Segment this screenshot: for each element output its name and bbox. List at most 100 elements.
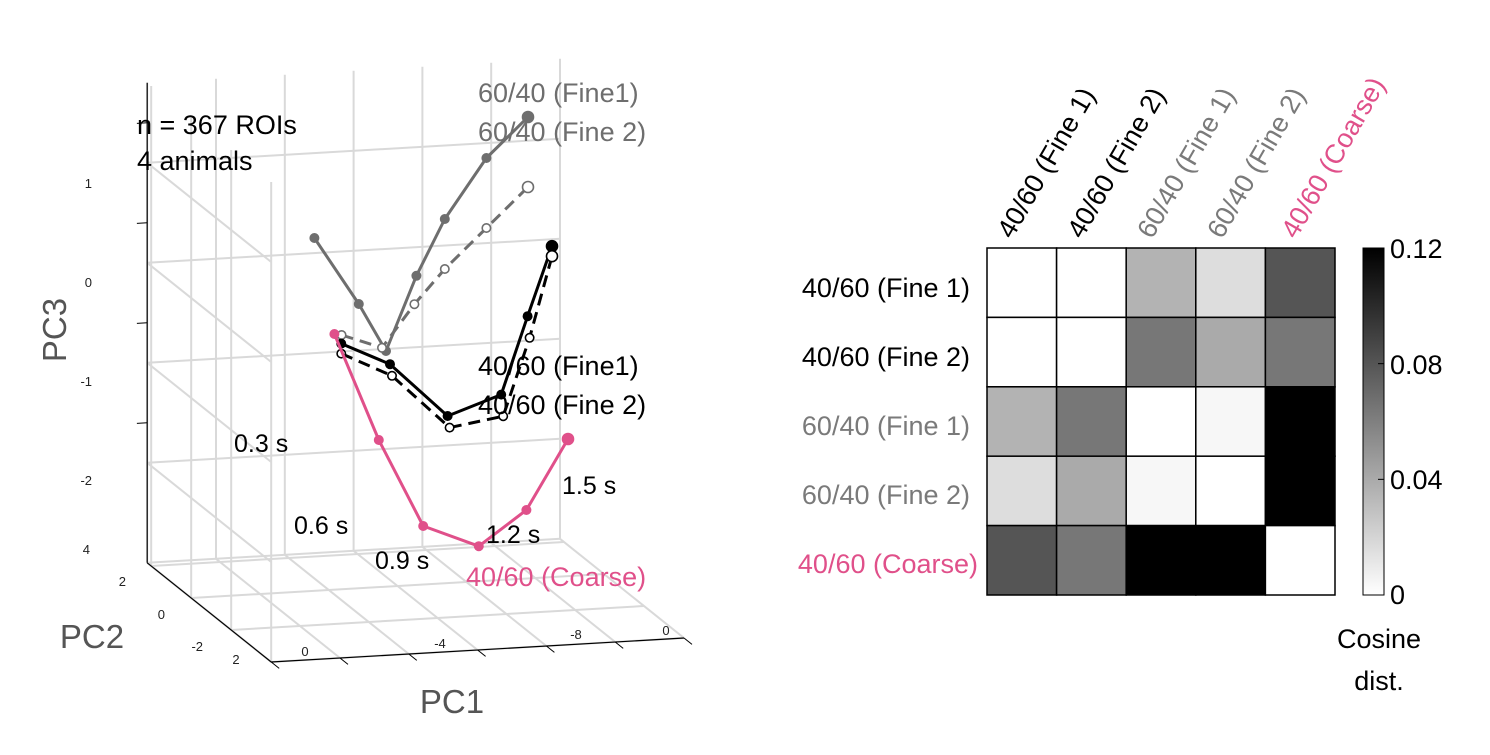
z-tick-label: -1 [80,374,92,389]
heatmap-row-label: 60/40 (Fine 1) [802,411,970,441]
axis-tick [136,422,148,424]
roi-count-annotation: n = 367 ROIs [137,110,297,140]
grid-line [191,573,605,599]
pc3-axis-label: PC3 [36,298,73,362]
time-label: 0.6 s [294,512,348,540]
grid-line [559,538,685,639]
axis-tick [408,653,418,661]
heatmap-cell [1264,524,1336,596]
grid-line [284,554,410,655]
label-40-60-fine2: 40/60 (Fine 2) [478,390,646,420]
grid-line [352,550,479,651]
x-tick-label: 2 [232,652,239,667]
time-label: 0.3 s [234,430,288,458]
axis-tick [614,641,624,649]
axis-tick [270,661,280,669]
axis-tick [136,222,148,224]
grid-line [146,162,272,263]
trajectory-point [411,270,422,281]
heatmap-cell [1195,247,1267,319]
grid-line [147,137,561,164]
heatmap-cell [1195,386,1267,457]
axis-tick [683,637,693,645]
pc2-axis-label: PC2 [60,618,124,655]
grid-line [490,542,616,643]
grid-line [421,546,548,647]
pca-axes [136,82,693,669]
heatmap-row-label: 40/60 (Fine 1) [802,273,970,303]
trajectory-line [341,185,530,350]
label-60-40-fine1: 60/40 (Fine1) [478,78,639,108]
heatmap-cells [986,247,1336,596]
heatmap-cell [1125,524,1197,596]
colorbar-label: Cosine [1337,624,1421,654]
z-tick-label: 1 [85,176,92,191]
trajectory-point [444,422,455,433]
grid-line [147,437,561,464]
heatmap-cell [1125,386,1197,457]
axis-tick [339,657,349,665]
heatmap-cell [1264,386,1336,457]
trajectory-point [521,110,535,124]
axis-tick [546,645,555,653]
heatmap-cell [1055,455,1127,527]
heatmap-cell [1055,386,1127,457]
trajectory-point [473,541,484,552]
heatmap-cell [986,524,1058,596]
heatmap-cell [1195,455,1267,527]
label-60-40-fine2: 60/40 (Fine 2) [478,117,646,147]
grid-line [146,262,272,363]
heatmap-cell [1264,455,1336,527]
heatmap-cell [1195,524,1267,596]
grid-line [147,237,561,264]
trajectory-point [439,263,450,274]
trajectory-point [353,298,364,309]
axis-tick [136,122,148,124]
trajectory-point [481,153,492,164]
trajectory-point [496,389,507,400]
trajectory-point [373,434,384,445]
heatmap-row-label: 40/60 (Fine 2) [802,342,970,372]
label-40-60-coarse: 40/60 (Coarse) [466,562,646,592]
label-40-60-fine1: 40/60 (Fine1) [478,351,639,381]
trajectory-point [522,311,533,322]
heatmap-cell [1055,316,1127,388]
y-tick-label: 0 [158,607,165,622]
heatmap-cell [1264,316,1336,388]
x-tick-label: 0 [662,623,669,638]
time-label: 0.9 s [375,547,429,575]
time-label: 1.5 s [562,472,616,500]
trajectory-line [333,333,570,548]
trajectory-point [521,504,532,515]
trajectory-point [561,432,575,446]
heatmap-cell [1055,524,1127,596]
heatmap-row-label: 60/40 (Fine 2) [802,480,970,510]
x-tick-label: -4 [434,636,446,651]
colorbar-tick-label: 0.08 [1390,350,1443,380]
pc1-axis-label: PC1 [420,683,484,720]
grid-line [151,541,565,567]
heatmap-cell [1125,247,1197,319]
pca-trajectories [309,110,575,552]
trajectory-line [340,255,554,430]
grid-line [147,337,561,364]
heatmap-cell [986,316,1058,388]
grid-line [146,462,272,563]
trajectory-point [309,233,320,244]
heatmap-cell [1125,316,1197,388]
x-tick-label: 0 [301,644,308,659]
heatmap-cell [1125,455,1197,527]
grid-line [146,362,272,463]
z-tick-label: 0 [85,275,92,290]
grid-line [215,558,341,659]
trajectory-point [384,359,395,370]
heatmap-cell [1195,316,1267,388]
heatmap-cell [1264,247,1336,319]
colorbar-tick-label: 0 [1390,580,1405,610]
heatmap-cell [1055,247,1127,319]
colorbar-tick-label: 0.04 [1390,465,1443,495]
time-label: 1.2 s [486,521,540,549]
heatmap-cell [986,386,1058,457]
trajectory-point [521,180,535,194]
